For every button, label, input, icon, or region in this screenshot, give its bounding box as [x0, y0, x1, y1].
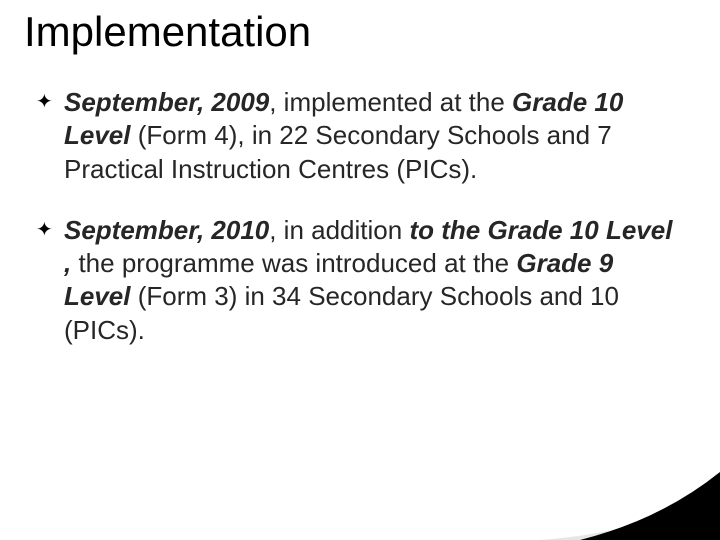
bullet-item: ✦ September, 2010, in addition to the Gr…: [36, 214, 676, 347]
bullet-item: ✦ September, 2009, implemented at the Gr…: [36, 86, 676, 186]
slide-title: Implementation: [24, 8, 311, 56]
bullet-text: September, 2010, in addition to the Grad…: [64, 215, 672, 345]
bullet-text: September, 2009, implemented at the Grad…: [64, 87, 623, 184]
slide-body: ✦ September, 2009, implemented at the Gr…: [36, 86, 676, 375]
bullet-glyph: ✦: [36, 90, 53, 116]
swoosh-back-shape: [540, 488, 720, 540]
corner-swoosh-icon: [520, 472, 720, 540]
bullet-glyph: ✦: [36, 218, 53, 244]
swoosh-main-shape: [580, 472, 720, 540]
slide-container: Implementation ✦ September, 2009, implem…: [0, 0, 720, 540]
